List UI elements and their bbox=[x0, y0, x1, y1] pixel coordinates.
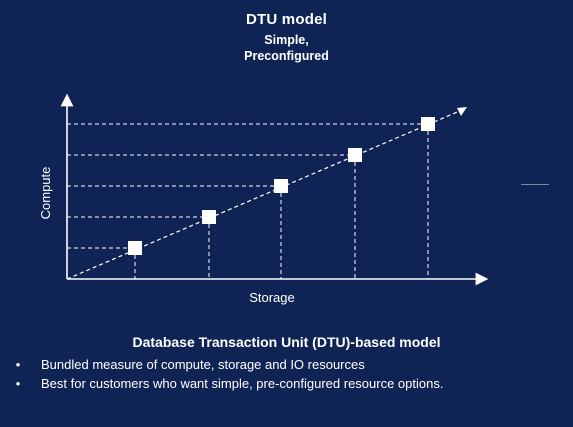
marker-5 bbox=[421, 117, 435, 131]
subtitle-line-2: Preconfigured bbox=[244, 49, 329, 63]
trend-line bbox=[66, 109, 463, 280]
stray-mark bbox=[521, 184, 549, 185]
vertical-guides bbox=[134, 124, 429, 279]
list-item: • Bundled measure of compute, storage an… bbox=[13, 355, 443, 374]
markers bbox=[128, 117, 435, 255]
marker-3 bbox=[274, 179, 288, 193]
marker-4 bbox=[348, 148, 362, 162]
list-item: • Best for customers who want simple, pr… bbox=[13, 374, 444, 393]
bullet-icon: • bbox=[15, 376, 21, 391]
bullet-text: Best for customers who want simple, pre-… bbox=[41, 376, 444, 391]
horizontal-guides bbox=[67, 123, 428, 249]
y-axis-label: Compute bbox=[38, 167, 53, 220]
model-heading: Database Transaction Unit (DTU)-based mo… bbox=[132, 334, 441, 350]
x-axis-label: Storage bbox=[249, 290, 295, 305]
marker-1 bbox=[128, 241, 142, 255]
marker-2 bbox=[202, 210, 216, 224]
bullet-text: Bundled measure of compute, storage and … bbox=[41, 357, 365, 372]
bullet-icon: • bbox=[15, 357, 21, 372]
trend-arrowhead bbox=[457, 107, 467, 116]
page-title: DTU model bbox=[246, 11, 327, 28]
subtitle-line-1: Simple, bbox=[264, 33, 309, 47]
bullet-list: • Bundled measure of compute, storage an… bbox=[13, 355, 444, 393]
